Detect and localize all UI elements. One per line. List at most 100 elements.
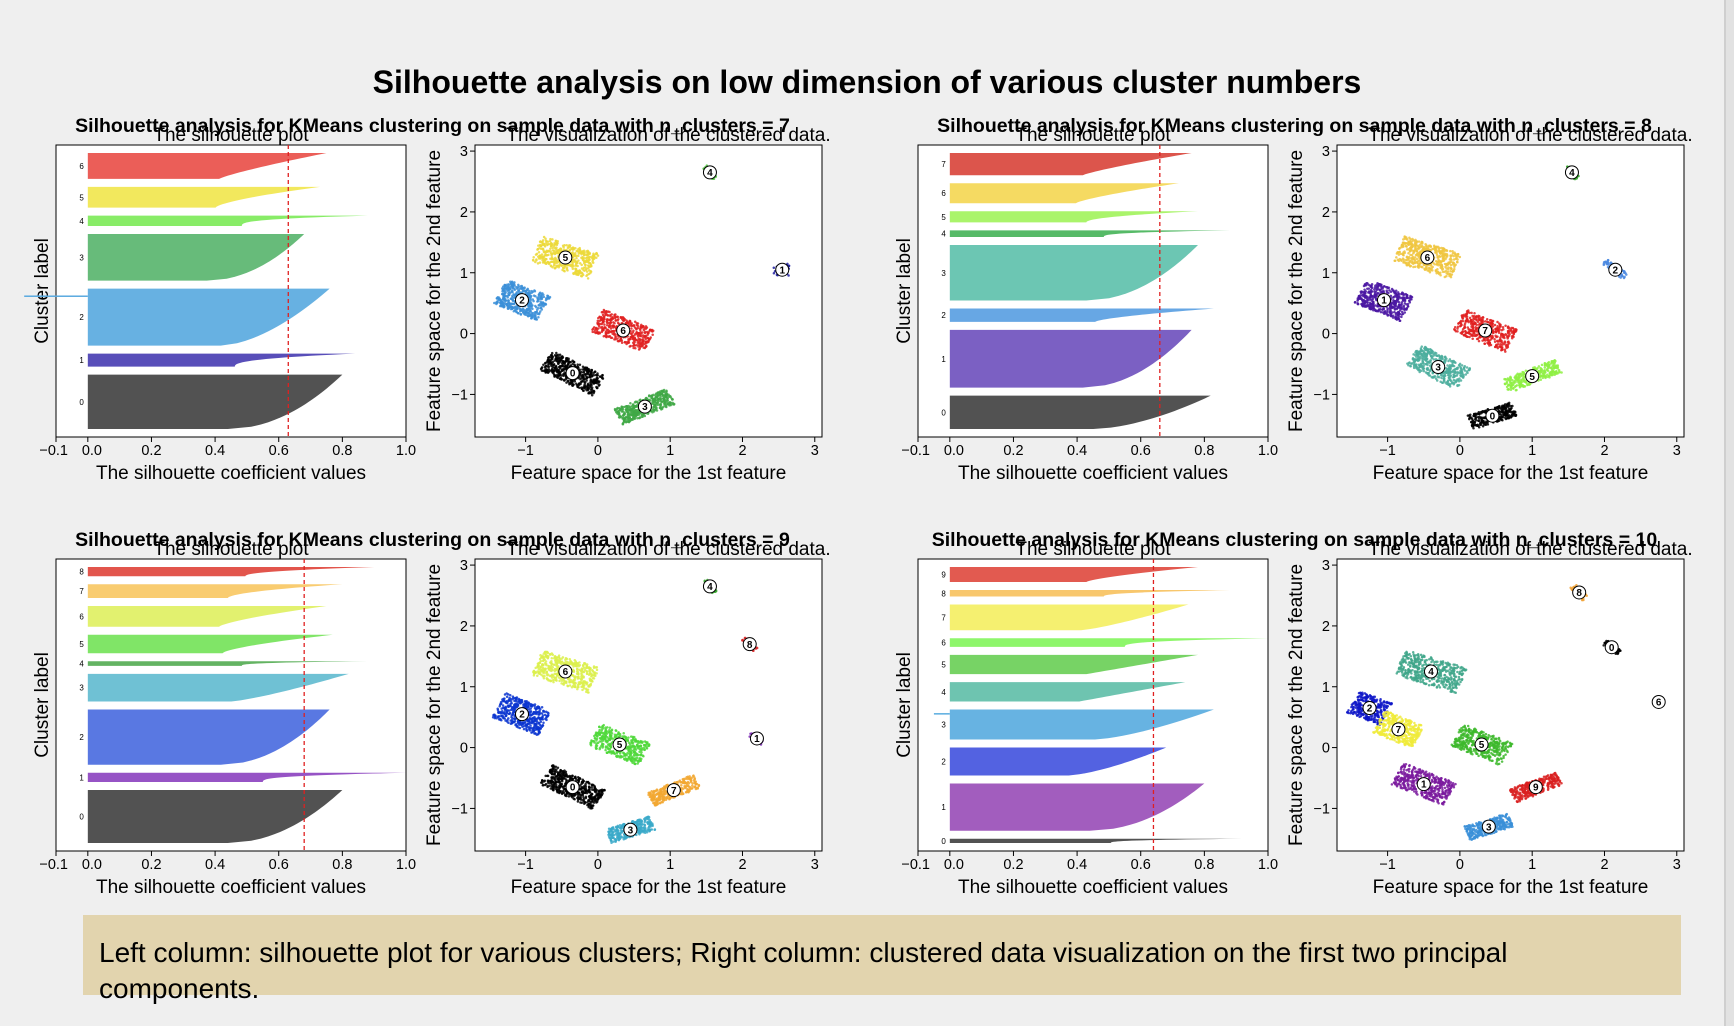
scatter-point: [527, 314, 530, 317]
scatter-point: [1508, 381, 1512, 384]
silhouette-cluster-3: [87, 673, 349, 702]
scatter-point: [1406, 238, 1409, 241]
scatter-point: [503, 294, 507, 298]
scatter-point: [1458, 255, 1462, 259]
scatter-point: [555, 375, 559, 379]
scatter-point: [1386, 314, 1390, 317]
silhouette-cluster-label: 7: [941, 160, 946, 169]
scatter-point: [529, 296, 532, 299]
scatter-point: [1400, 292, 1403, 296]
cluster-center-marker: [637, 399, 652, 414]
scatter-point: [551, 238, 554, 241]
scatter-point: [616, 321, 620, 325]
scatter-point: [1411, 257, 1414, 260]
scatter-point: [558, 353, 562, 356]
scatter-point: [1432, 358, 1436, 361]
scatter-point: [639, 331, 642, 334]
scatter-point: [1440, 266, 1443, 269]
scatter-point: [1445, 254, 1449, 258]
scatter-point: [1381, 308, 1384, 312]
scatter-point: [635, 323, 638, 327]
scatter-point: [1367, 291, 1370, 294]
scatter-point: [642, 328, 646, 332]
scatter-point: [592, 327, 595, 330]
scatter-point: [549, 237, 552, 241]
scatter-point: [1539, 374, 1542, 378]
scatter-point: [638, 327, 642, 330]
scatter-point: [563, 264, 567, 267]
scatter-point: [550, 351, 554, 355]
scatter-point: [578, 376, 581, 379]
scatter-point: [787, 274, 790, 277]
scatter-point: [1516, 380, 1519, 383]
scatter-point: [1436, 256, 1439, 259]
scatter-point: [596, 374, 599, 377]
panel-title: Silhouette analysis for KMeans clusterin…: [937, 115, 1652, 137]
silhouette-cluster-label: 0: [79, 813, 84, 822]
scatter-point: [636, 326, 640, 330]
scatter-point: [608, 323, 612, 326]
scatter-point: [576, 264, 579, 268]
scatter-point: [1452, 364, 1456, 368]
scatter-point: [1486, 336, 1490, 340]
scatter-point: [1407, 257, 1410, 260]
scatter-point: [562, 359, 565, 363]
scatter-point: [1430, 266, 1433, 270]
scatter-point: [1440, 268, 1444, 271]
scatter-point: [575, 249, 578, 253]
scatter-point: [1543, 369, 1546, 372]
scatter-point: [636, 417, 639, 420]
scatter-point: [580, 271, 584, 275]
scatter-point: [1477, 412, 1481, 416]
silhouette-cluster-8: [87, 567, 375, 577]
scatter-point: [1445, 274, 1448, 278]
scatter-point: [1515, 373, 1519, 377]
scatter-point: [652, 405, 655, 409]
scatter-point: [556, 239, 559, 243]
scatter-point: [1507, 403, 1511, 407]
scatter-point: [580, 250, 584, 253]
cluster-center-marker: [514, 293, 529, 308]
scatter-point: [587, 387, 591, 390]
scatter-point: [556, 241, 559, 245]
scatter-point: [1438, 249, 1441, 253]
scatter-point: [1499, 336, 1502, 339]
scatter-point: [646, 336, 649, 340]
scatter-point: [1456, 372, 1459, 375]
cluster-center-label: 1: [779, 265, 785, 276]
scatter-point: [1384, 311, 1387, 315]
scatter-point: [1442, 376, 1446, 380]
scatter-point: [1507, 330, 1511, 334]
scatter-point: [506, 296, 509, 299]
scatter-point: [564, 367, 568, 370]
scatter-point: [541, 301, 545, 304]
scatter-point: [1477, 339, 1481, 343]
silhouette-y-label: Cluster label: [32, 652, 53, 758]
scatter-point: [1459, 379, 1463, 382]
scatter-point: [554, 364, 558, 368]
scatter-point: [654, 408, 657, 412]
scatter-point: [596, 331, 599, 335]
scatter-point: [565, 356, 568, 360]
scatter-point: [1503, 382, 1507, 385]
scatter-point: [551, 370, 555, 374]
scatter-point: [1402, 245, 1405, 248]
panel-n-clusters-7: Silhouette analysis for KMeans clusterin…: [0, 115, 865, 535]
scatter-point: [496, 300, 499, 303]
scatter-point: [1444, 269, 1448, 273]
scatter-point: [592, 253, 596, 257]
scatter-point: [1506, 416, 1509, 420]
scatter-point: [630, 322, 633, 325]
scatter-point: [1473, 420, 1477, 424]
scatter-point: [1503, 412, 1507, 416]
scatter-point: [1413, 360, 1416, 364]
scatter-point: [656, 391, 659, 394]
scatter-point: [538, 261, 542, 264]
scatter-point: [1439, 261, 1443, 264]
scatter-point: [1470, 323, 1473, 326]
scatter-point: [658, 397, 662, 401]
silhouette-cluster-4: [87, 215, 368, 226]
scatter-point: [507, 299, 510, 302]
scatter-point: [1444, 265, 1447, 269]
scatter-point: [1395, 256, 1398, 259]
